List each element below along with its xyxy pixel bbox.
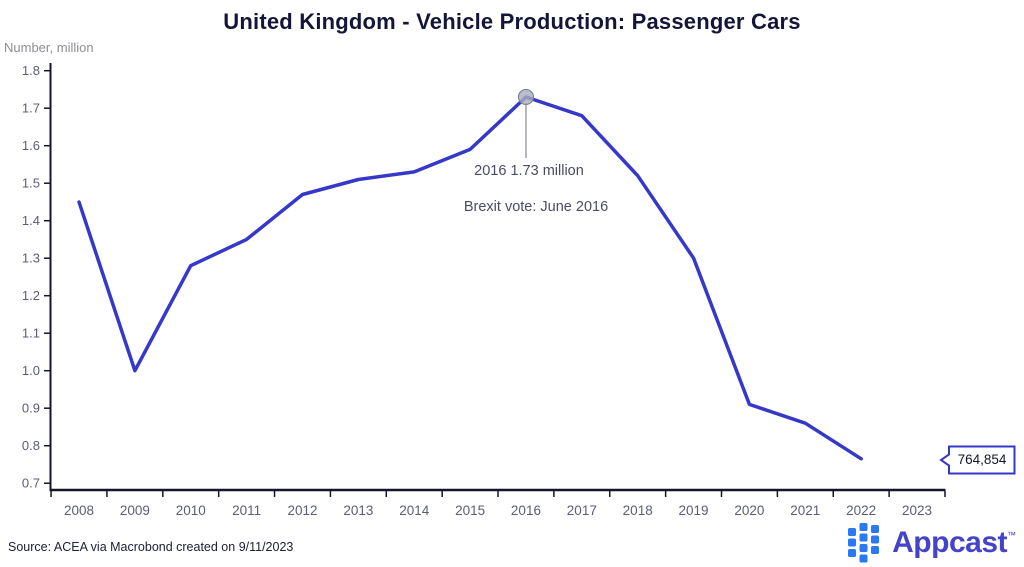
x-tick-label: 2010 xyxy=(176,503,206,518)
chart-title: United Kingdom - Vehicle Production: Pas… xyxy=(223,9,801,34)
y-tick-label: 1.5 xyxy=(22,176,40,191)
y-tick-label: 1.2 xyxy=(22,288,40,303)
x-tick-label: 2015 xyxy=(455,503,485,518)
logo-square xyxy=(859,523,868,531)
logo-square xyxy=(848,549,857,557)
logo-square xyxy=(871,525,880,533)
logo-square xyxy=(871,546,880,554)
y-tick-label: 0.7 xyxy=(22,476,40,491)
y-tick-label: 1.1 xyxy=(22,326,40,341)
source-note: Source: ACEA via Macrobond created on 9/… xyxy=(8,540,294,554)
appcast-logo-icon xyxy=(848,523,880,563)
y-tick-label: 1.3 xyxy=(22,251,40,266)
appcast-logo-text: Appcast™ xyxy=(892,525,1016,559)
peak-annotation-label: 2016 1.73 million xyxy=(474,163,584,179)
last-value-callout-label: 764,854 xyxy=(957,452,1007,467)
logo-square xyxy=(859,533,868,542)
y-tick-label: 1.4 xyxy=(22,213,40,228)
x-tick-label: 2018 xyxy=(623,503,653,518)
logo-square xyxy=(859,554,868,563)
x-tick-label: 2012 xyxy=(287,503,317,518)
y-tick-label: 1.6 xyxy=(22,138,40,153)
x-tick-label: 2014 xyxy=(399,503,430,518)
logo-square xyxy=(859,544,868,552)
x-tick-label: 2017 xyxy=(567,503,597,518)
y-tick-label: 0.8 xyxy=(22,438,40,453)
x-tick-label: 2022 xyxy=(846,503,876,518)
x-tick-label: 2016 xyxy=(511,503,541,518)
trademark-symbol: ™ xyxy=(1007,529,1016,540)
x-tick-label: 2009 xyxy=(120,503,150,518)
production-series-line xyxy=(77,95,863,461)
brexit-annotation-label: Brexit vote: June 2016 xyxy=(463,199,609,215)
x-tick-label: 2011 xyxy=(232,503,261,518)
y-tick-label: 1.0 xyxy=(22,363,40,378)
y-tick-label: 0.9 xyxy=(22,401,40,416)
last-value-callout-box xyxy=(939,445,1016,475)
x-tick-label: 2019 xyxy=(679,503,709,518)
logo-square xyxy=(871,535,880,544)
x-tick-label: 2023 xyxy=(902,503,932,518)
peak-marker xyxy=(517,88,535,106)
y-tick-label: 1.8 xyxy=(22,63,40,78)
x-tick-label: 2021 xyxy=(790,503,820,518)
y-axis-title: Number, million xyxy=(4,40,94,55)
logo-square xyxy=(848,538,857,547)
x-tick-label: 2013 xyxy=(343,503,373,518)
logo-square xyxy=(848,528,857,536)
appcast-logo: Appcast™ xyxy=(844,522,1016,563)
x-tick-label: 2020 xyxy=(734,503,764,518)
y-tick-label: 1.7 xyxy=(22,101,40,116)
x-tick-label: 2008 xyxy=(64,503,94,518)
